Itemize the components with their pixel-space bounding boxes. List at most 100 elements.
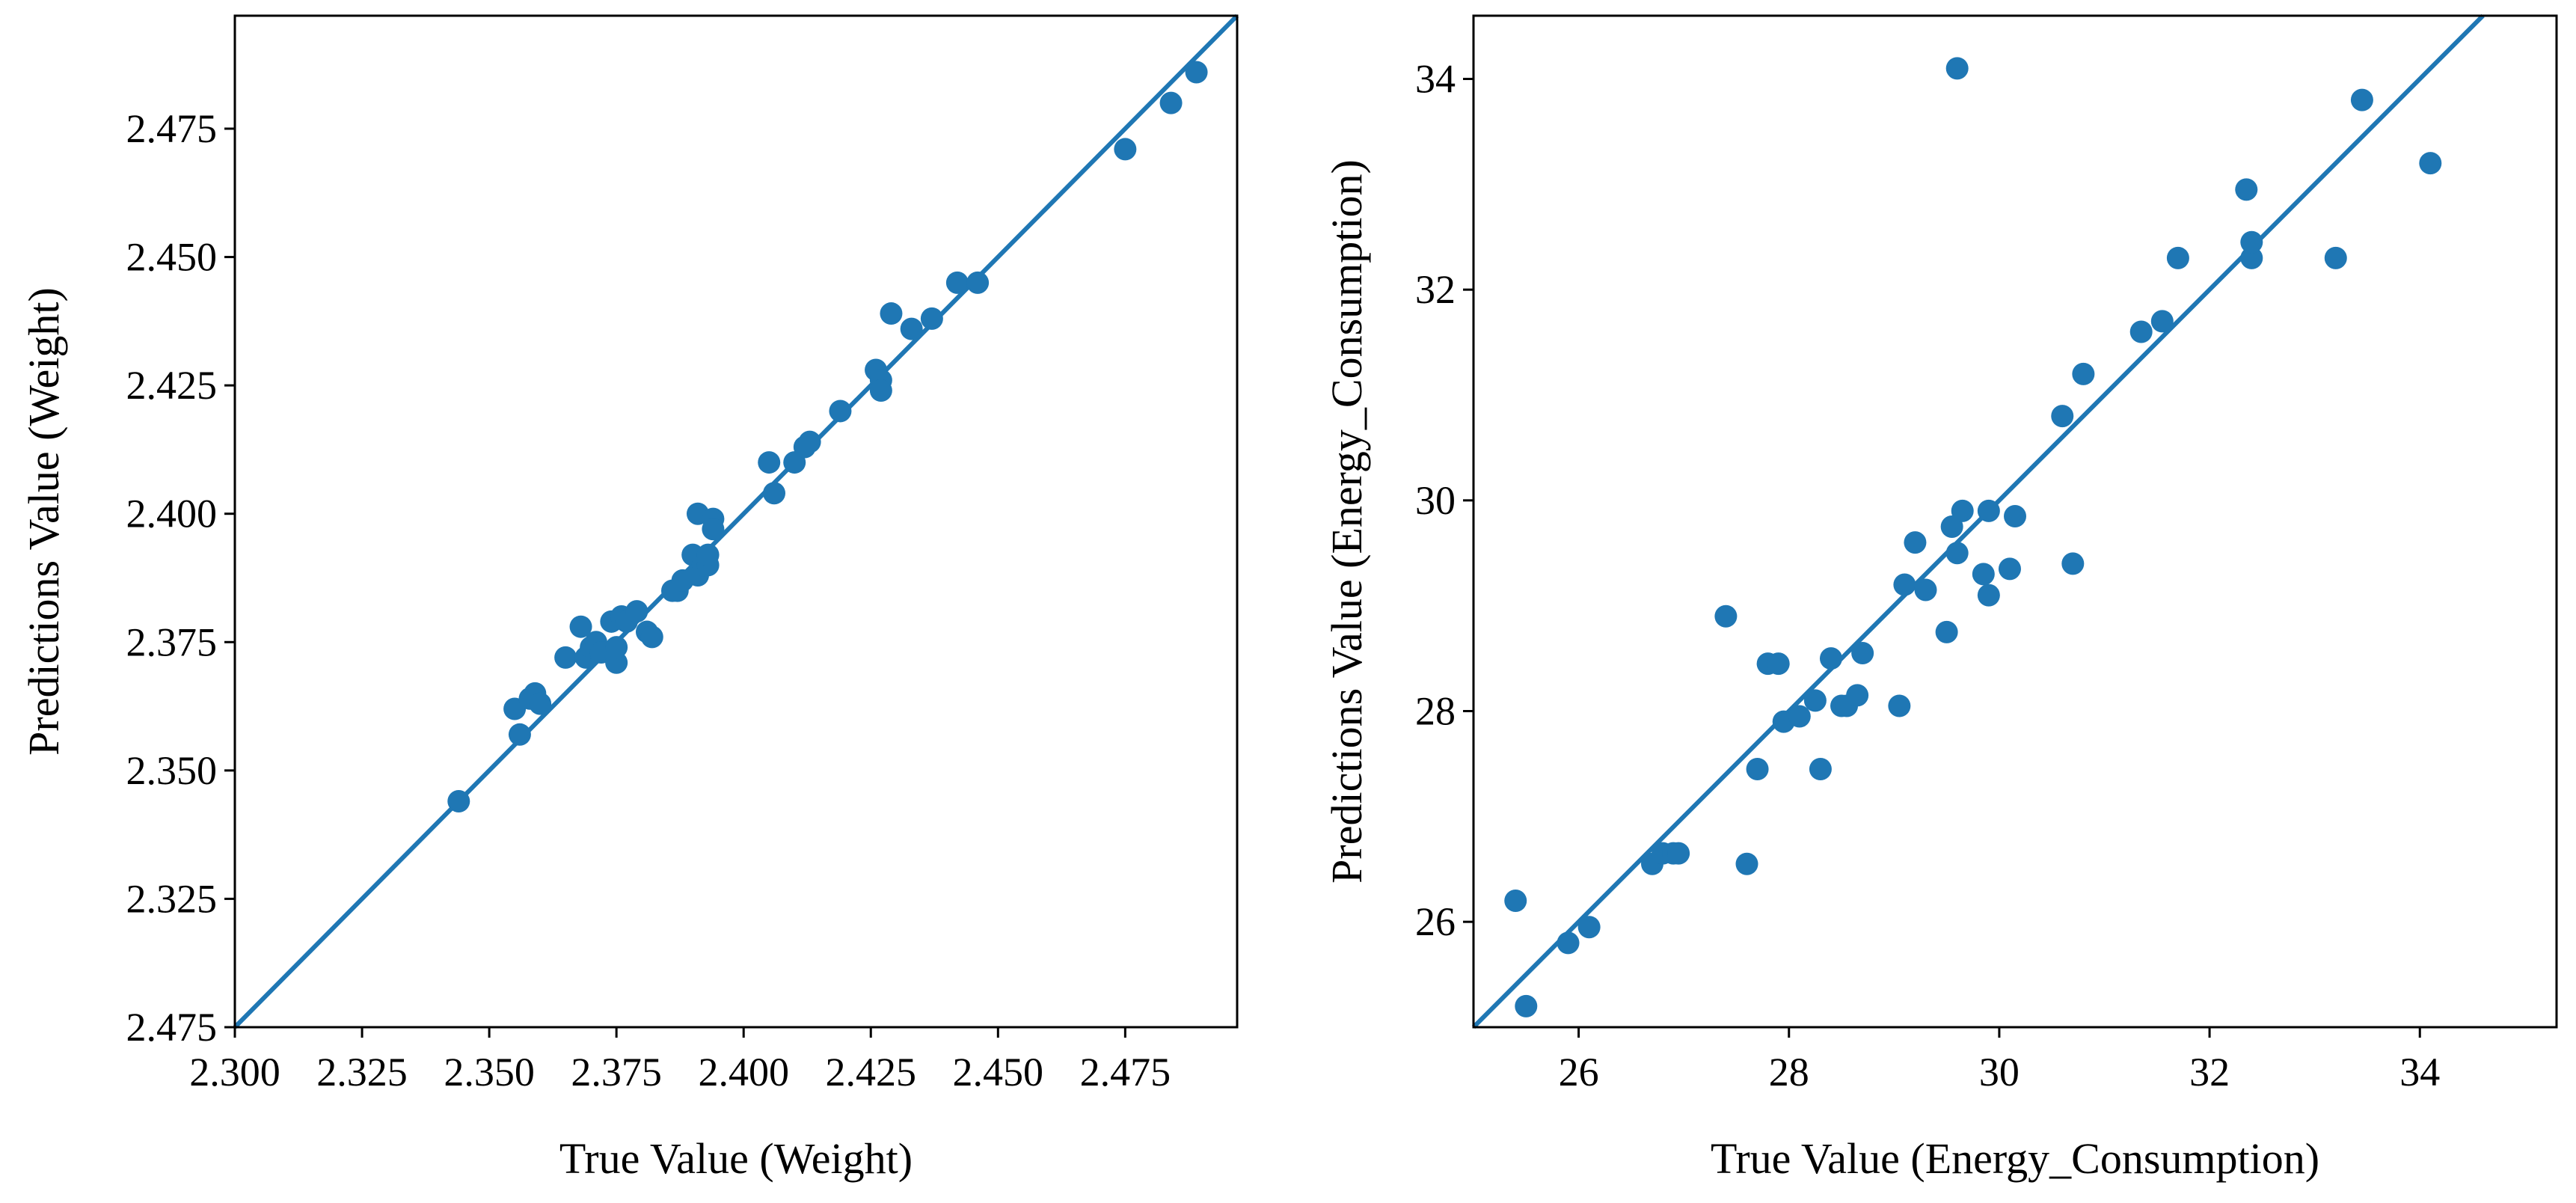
- energy-data-point: [1940, 515, 1963, 539]
- energy-x-tick-label: 32: [2189, 1050, 2230, 1095]
- weight-points-layer: [447, 61, 1208, 813]
- weight-data-point: [605, 636, 628, 659]
- energy-data-point: [1803, 689, 1827, 712]
- weight-reference-line-layer: [233, 13, 1239, 1029]
- energy-data-point: [1904, 531, 1927, 554]
- energy-data-point: [1945, 57, 1969, 80]
- weight-data-point: [900, 317, 923, 340]
- energy-data-point: [2324, 246, 2347, 269]
- energy-data-point: [1819, 647, 1842, 670]
- energy-data-point: [1977, 584, 2000, 607]
- weight-data-point: [798, 430, 821, 453]
- weight-y-ticks: 2.475 2.325 2.350 2.375 2.400 2.425 2.450 2.475: [126, 106, 235, 1050]
- energy-y-tick-label: 26: [1415, 899, 1456, 944]
- weight-data-point: [966, 271, 990, 294]
- weight-data-point: [1159, 91, 1183, 114]
- energy-data-point: [2350, 88, 2373, 111]
- energy-data-point: [1746, 757, 1769, 780]
- energy-data-point: [2004, 504, 2026, 527]
- energy-data-point: [1935, 620, 1958, 643]
- energy-y-tick-label: 34: [1415, 57, 1456, 102]
- energy-data-point: [1504, 890, 1527, 912]
- energy-data-point: [2051, 405, 2074, 428]
- weight-y-tick-label: 2.400: [126, 492, 218, 536]
- energy-x-tick-label: 34: [2399, 1050, 2440, 1095]
- energy-y-ticks: 26 28 30 32 34: [1415, 57, 1473, 944]
- weight-x-tick-label: 2.325: [316, 1050, 408, 1095]
- weight-data-point: [702, 518, 725, 541]
- weight-data-point: [554, 646, 577, 669]
- weight-data-point: [569, 615, 592, 638]
- energy-identity-line: [1471, 13, 2485, 1029]
- weight-data-point: [758, 451, 781, 474]
- weight-identity-line: [233, 13, 1239, 1029]
- weight-y-tick-label: 2.425: [126, 363, 218, 408]
- weight-data-point: [696, 543, 720, 566]
- weight-x-tick-label: 2.400: [698, 1050, 789, 1095]
- weight-y-tick-label: 2.450: [126, 235, 218, 280]
- weight-x-ticks: 2.300 2.325 2.350 2.375 2.400 2.425 2.450 2.475: [189, 1027, 1171, 1095]
- energy-data-point: [1945, 542, 1969, 565]
- weight-x-tick-label: 2.425: [826, 1050, 917, 1095]
- weight-y-tick-label: 2.350: [126, 748, 218, 793]
- weight-y-tick-label: 2.375: [126, 619, 218, 664]
- energy-y-tick-label: 30: [1415, 478, 1456, 523]
- weight-data-point: [763, 482, 786, 505]
- energy-data-point: [1893, 573, 1916, 596]
- energy-data-point: [1972, 563, 1995, 586]
- weight-data-point: [869, 379, 892, 402]
- weight-x-tick-label: 2.475: [1080, 1050, 1171, 1095]
- energy-data-point: [2240, 230, 2263, 254]
- energy-data-point: [1735, 852, 1758, 875]
- energy-x-axis-label: True Value (Energy_Consumption): [1711, 1134, 2319, 1183]
- energy-x-ticks: 26 28 30 32 34: [1559, 1027, 2440, 1095]
- energy-data-point: [2419, 152, 2442, 175]
- weight-scatter-plot: 2.300 2.325 2.350 2.375 2.400 2.425 2.450 2.475…: [19, 13, 1239, 1183]
- energy-scatter-plot: 26 28 30 32 34 26 28 30 32 34 True Value (Energy…: [1322, 13, 2558, 1183]
- energy-x-tick-label: 28: [1769, 1050, 1809, 1095]
- energy-data-point: [2129, 320, 2153, 343]
- energy-data-point: [2072, 362, 2095, 385]
- energy-data-point: [1846, 684, 1869, 707]
- weight-x-axis-label: True Value (Weight): [559, 1134, 913, 1183]
- weight-data-point: [920, 307, 943, 330]
- weight-data-point: [880, 302, 903, 325]
- energy-data-point: [1888, 694, 1911, 717]
- energy-plot-frame: [1472, 14, 2558, 1029]
- weight-y-axis-label: Predictions Value (Weight): [19, 287, 68, 756]
- weight-data-point: [508, 723, 531, 746]
- energy-data-point: [1788, 705, 1811, 728]
- energy-data-point: [2240, 246, 2263, 269]
- energy-data-point: [1557, 931, 1580, 955]
- weight-data-point: [447, 790, 470, 813]
- weight-data-point: [625, 600, 648, 623]
- energy-data-point: [1977, 499, 2000, 522]
- weight-y-tick-label: 2.475: [126, 106, 218, 151]
- energy-data-point: [2150, 310, 2174, 333]
- weight-y-tick-label: 2.325: [126, 876, 218, 921]
- energy-reference-line-layer: [1471, 13, 2485, 1029]
- energy-data-point: [2061, 552, 2085, 575]
- energy-data-point: [1767, 652, 1790, 676]
- weight-data-point: [945, 271, 969, 294]
- weight-x-tick-label: 2.450: [953, 1050, 1044, 1095]
- energy-data-point: [2235, 178, 2258, 201]
- energy-data-point: [1809, 757, 1832, 780]
- energy-data-point: [1951, 499, 1974, 522]
- energy-x-tick-label: 26: [1559, 1050, 1599, 1095]
- weight-x-tick-label: 2.375: [571, 1050, 662, 1095]
- energy-data-point: [1714, 604, 1738, 628]
- energy-x-tick-label: 30: [1979, 1050, 2020, 1095]
- weight-y-tick-label: 2.475: [126, 1005, 218, 1050]
- weight-data-point: [640, 625, 663, 649]
- weight-x-tick-label: 2.300: [189, 1050, 280, 1095]
- weight-plot-frame: [233, 14, 1239, 1029]
- energy-data-point: [1914, 578, 1937, 602]
- energy-data-point: [1577, 916, 1601, 939]
- weight-x-tick-label: 2.350: [444, 1050, 535, 1095]
- energy-data-point: [1515, 994, 1538, 1017]
- energy-data-point: [1851, 642, 1874, 665]
- energy-points-layer: [1504, 57, 2442, 1017]
- weight-data-point: [605, 651, 628, 674]
